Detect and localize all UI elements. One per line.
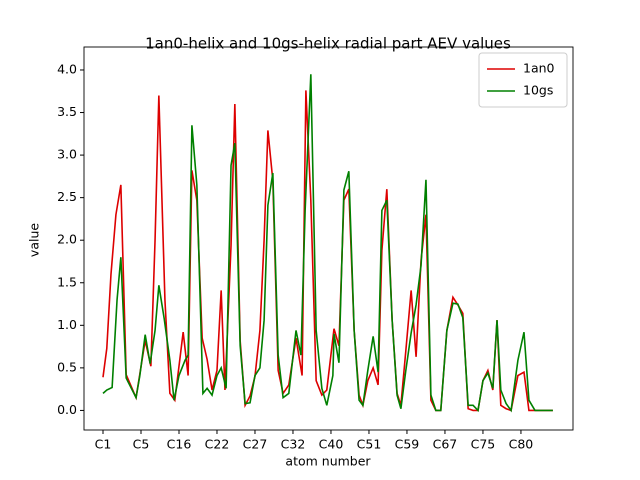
x-tick-label: C59 [395,437,420,452]
x-tick-label: C40 [319,437,344,452]
y-tick-label: 2.5 [57,189,77,204]
y-tick-label: 2.0 [57,232,77,247]
x-axis-label: atom number [285,454,371,469]
x-tick-label: C80 [509,437,534,452]
plot-frame [83,46,574,431]
y-tick-label: 1.5 [57,274,77,289]
x-tick-label: C16 [167,437,192,452]
x-tick-label: C67 [433,437,458,452]
legend-box [478,52,568,108]
y-axis-label: value [27,223,42,257]
legend-label: 10gs [523,83,553,98]
y-tick-label: 4.0 [57,61,77,76]
x-tick-label: C51 [357,437,382,452]
y-tick-label: 0.0 [57,402,77,417]
x-tick-label: C75 [471,437,496,452]
x-tick-label: C27 [243,437,268,452]
x-tick-label: C32 [281,437,306,452]
x-tick-label: C1 [95,437,112,452]
chart-title: 1an0-helix and 10gs-helix radial part AE… [145,35,511,53]
legend-label: 1an0 [523,61,555,76]
y-tick-label: 0.5 [57,359,77,374]
series-line [102,74,553,413]
y-tick-label: 3.0 [57,147,77,162]
x-tick-label: C5 [133,437,150,452]
y-tick-label: 3.5 [57,104,77,119]
y-tick-label: 1.0 [57,317,77,332]
x-tick-label: C22 [205,437,230,452]
